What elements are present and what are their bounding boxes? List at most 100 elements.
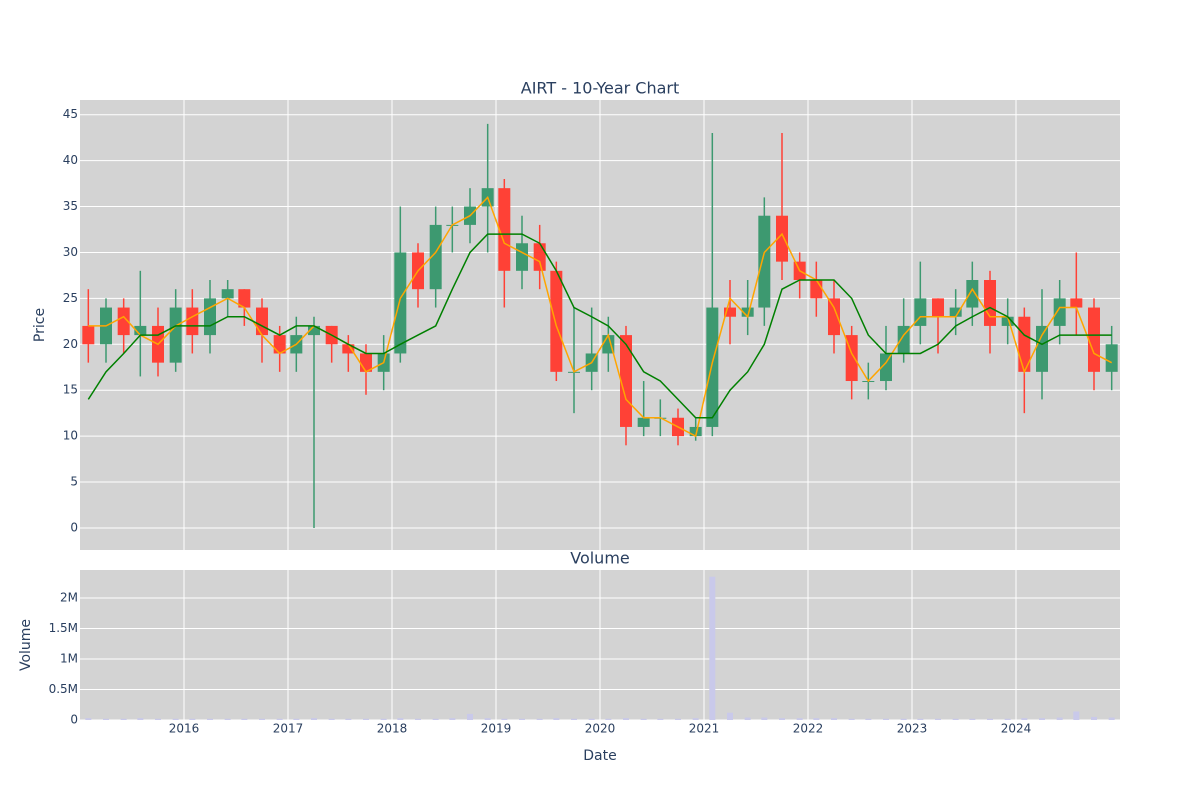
y-tick-label: 0 bbox=[70, 520, 78, 534]
volume-bar bbox=[1108, 717, 1115, 720]
x-tick-label: 2017 bbox=[273, 722, 304, 736]
candle-body bbox=[637, 417, 650, 427]
y-tick-label: 25 bbox=[63, 291, 78, 305]
candle-body bbox=[932, 298, 944, 317]
volume-bar bbox=[1056, 717, 1063, 720]
moving-average-line bbox=[88, 195, 1113, 438]
candle-body bbox=[342, 344, 355, 354]
candle-body bbox=[828, 298, 840, 336]
volume-bar bbox=[85, 718, 92, 720]
volume-bar bbox=[657, 718, 664, 720]
volume-bar bbox=[380, 718, 387, 720]
x-tick-label: 2023 bbox=[897, 722, 928, 736]
x-tick-label: 2016 bbox=[169, 722, 200, 736]
subplot-title: Volume bbox=[570, 549, 630, 568]
volume-bar bbox=[987, 718, 993, 720]
y-tick-label: 0 bbox=[70, 713, 78, 727]
y-tick-label: 5 bbox=[70, 475, 78, 489]
candle-body bbox=[238, 289, 251, 308]
y-tick-label: 0.5M bbox=[49, 682, 78, 696]
volume-bar bbox=[1091, 716, 1097, 720]
y-tick-label: 35 bbox=[63, 199, 78, 213]
x-tick-label: 2019 bbox=[481, 722, 512, 736]
candle-body bbox=[949, 307, 962, 317]
volume-bar bbox=[241, 718, 248, 720]
volume-bar bbox=[969, 718, 976, 720]
volume-bar bbox=[536, 718, 543, 720]
volume-bar bbox=[501, 718, 508, 720]
candle-body bbox=[966, 280, 979, 308]
volume-bar bbox=[1073, 711, 1080, 720]
volume-bar bbox=[605, 718, 612, 720]
chart-title: AIRT - 10-Year Chart bbox=[521, 79, 680, 98]
volume-bar bbox=[779, 718, 785, 720]
x-axis-title: Date bbox=[583, 748, 616, 764]
volume-bar bbox=[692, 718, 699, 720]
candle-body bbox=[516, 243, 528, 271]
candle-body bbox=[204, 298, 216, 336]
x-tick-label: 2024 bbox=[1001, 722, 1032, 736]
candle-body bbox=[984, 280, 996, 326]
volume-bar bbox=[935, 718, 941, 720]
volume-bar bbox=[311, 718, 317, 720]
y-axis-title: Volume bbox=[18, 619, 34, 671]
volume-bar bbox=[363, 718, 369, 720]
y-tick-label: 30 bbox=[63, 245, 78, 259]
candle-body bbox=[1053, 298, 1066, 326]
volume-bar bbox=[432, 718, 439, 720]
volume-bar bbox=[189, 718, 196, 720]
candle-body bbox=[1105, 344, 1118, 372]
volume-bar bbox=[120, 718, 127, 720]
volume-bar bbox=[484, 718, 491, 720]
volume-bar bbox=[397, 718, 404, 720]
volume-bar bbox=[328, 718, 335, 720]
volume-bar bbox=[675, 718, 681, 720]
y-tick-label: 20 bbox=[63, 337, 78, 351]
candle-body bbox=[186, 307, 199, 336]
candle-body bbox=[810, 280, 823, 299]
volume-bar bbox=[467, 713, 473, 720]
candle-body bbox=[1088, 307, 1100, 372]
volume-bar bbox=[761, 717, 768, 720]
volume-bar bbox=[553, 718, 560, 720]
volume-bar bbox=[796, 718, 803, 720]
volume-bar bbox=[883, 718, 889, 720]
candle-body bbox=[273, 335, 286, 354]
x-tick-label: 2021 bbox=[689, 722, 720, 736]
volume-bar bbox=[744, 717, 751, 720]
candle-body bbox=[169, 307, 182, 363]
candle-body bbox=[533, 243, 546, 271]
marks bbox=[82, 123, 1118, 720]
volume-bar bbox=[571, 718, 577, 720]
candle-body bbox=[1018, 316, 1031, 372]
x-tick-label: 2018 bbox=[377, 722, 408, 736]
candle-body bbox=[134, 325, 147, 336]
volume-bar bbox=[1004, 718, 1011, 720]
volume-bar bbox=[952, 718, 959, 720]
y-tick-label: 2M bbox=[60, 591, 78, 605]
volume-bar bbox=[727, 712, 733, 720]
volume-bar bbox=[345, 718, 352, 720]
volume-bar bbox=[1039, 718, 1045, 720]
y-tick-label: 15 bbox=[63, 383, 78, 397]
x-tick-label: 2020 bbox=[585, 722, 616, 736]
candle-body bbox=[689, 426, 702, 437]
volume-bar bbox=[588, 718, 595, 720]
candle-body bbox=[117, 307, 130, 336]
candle-body bbox=[394, 252, 407, 354]
volume-bar bbox=[848, 718, 855, 720]
candle-body bbox=[498, 188, 511, 271]
candle-body bbox=[1001, 316, 1014, 326]
volume-bar bbox=[224, 718, 231, 720]
candle-body bbox=[741, 307, 754, 317]
volume-bar bbox=[293, 718, 300, 720]
volume-bar bbox=[519, 718, 525, 720]
volume-bar bbox=[709, 576, 716, 720]
volume-bar bbox=[276, 718, 283, 720]
y-tick-label: 1.5M bbox=[49, 621, 78, 635]
volume-bar bbox=[259, 718, 265, 720]
candle-body bbox=[221, 289, 234, 299]
x-tick-label: 2022 bbox=[793, 722, 824, 736]
candle-body bbox=[706, 307, 719, 427]
